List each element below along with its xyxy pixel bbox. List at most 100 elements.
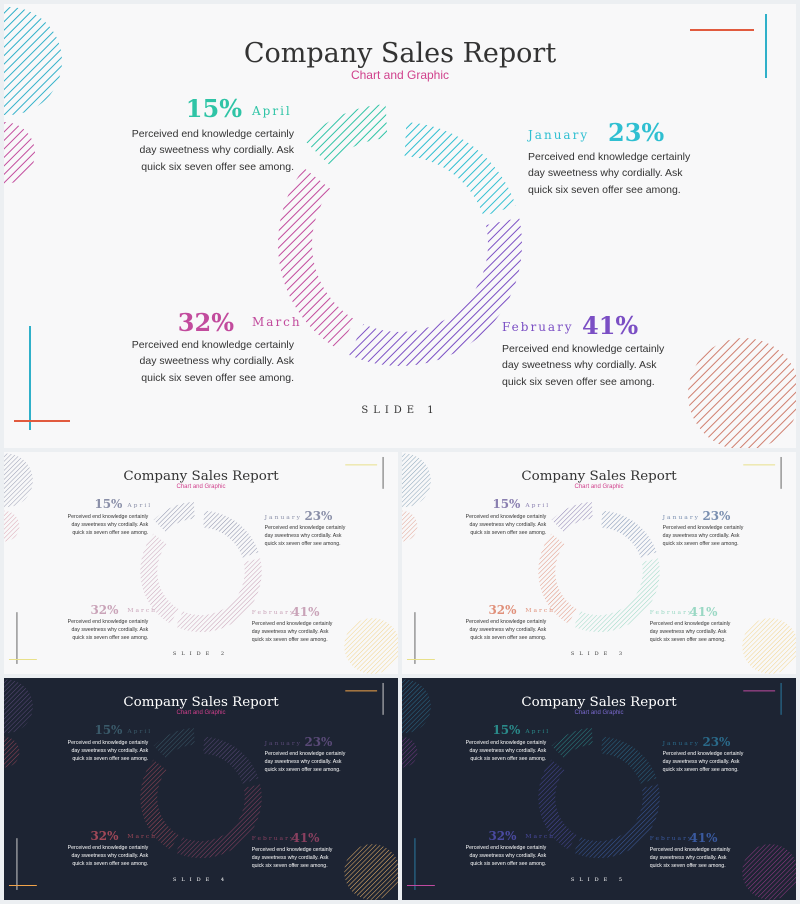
donut-chart [278,104,522,366]
donut-chart [140,727,262,859]
april-month: April [127,501,153,509]
slide-decor [4,453,398,674]
slide-decor [4,679,398,900]
slide-subtitle: Chart and Graphic [176,709,226,716]
slide-title: Company Sales Report [521,694,677,710]
decor-circle-top-left [402,679,431,734]
april-description: Perceived end knowledge certainly day sw… [67,739,149,762]
slide-number-label: SLIDE 1 [361,405,439,416]
january-month: January [662,739,701,747]
slide-5[interactable]: Company Sales Report Chart and Graphic 1… [402,678,796,900]
april-description: Perceived end knowledge certainly day sw… [67,513,149,536]
donut-slice-february [573,558,660,633]
march-description: Perceived end knowledge certainly day sw… [465,618,547,641]
decor-circle-left [4,736,20,768]
march-percent: 32% [488,829,517,844]
donut-slice-january [203,736,259,784]
slide-number-label: SLIDE 3 [570,651,628,658]
decor-circle-bottom-right [344,844,398,900]
february-month: February [649,609,694,617]
february-month: February [251,609,296,617]
decor-circle-bottom-right [742,618,796,674]
decor-circle-top-left [4,453,33,508]
april-percent: 15% [492,722,521,737]
february-percent: 41% [582,311,639,340]
slide-title: Company Sales Report [521,468,677,484]
decor-circle-left [4,122,35,184]
april-percent: 15% [185,94,242,123]
april-month: April [525,501,551,509]
february-description: Perceived end knowledge certainly day sw… [251,846,333,869]
donut-chart [538,501,660,633]
donut-slice-april [551,727,593,758]
slide-subtitle: Chart and Graphic [176,483,226,490]
slide-title: Company Sales Report [123,694,279,710]
decor-circle-top-left [4,7,62,115]
february-month: February [502,320,574,334]
march-month: March [127,832,158,840]
march-percent: 32% [488,603,517,618]
decor-circle-bottom-right [742,844,796,900]
decor-circle-left [402,736,418,768]
decor-circle-left [4,510,20,542]
february-percent: 41% [689,604,718,619]
donut-chart [140,501,262,633]
donut-slice-march [538,759,577,850]
january-percent: 23% [702,734,731,749]
march-description: Perceived end knowledge certainly day sw… [67,844,149,867]
january-description: Perceived end knowledge certainly day sw… [264,751,346,774]
decor-circle-bottom-right [688,338,796,448]
slide-1[interactable]: Company Sales Report Chart and Graphic 1… [4,4,796,448]
april-month: April [252,104,292,118]
slide-3[interactable]: Company Sales Report Chart and Graphic 1… [402,452,796,674]
slide-number-label: SLIDE 2 [172,651,230,658]
january-month: January [264,739,303,747]
february-percent: 41% [291,604,320,619]
donut-slice-february [573,784,660,859]
march-percent: 32% [90,603,119,618]
decor-circle-left [402,510,418,542]
donut-chart [538,727,660,859]
february-description: Perceived end knowledge certainly day sw… [649,620,731,643]
donut-slice-march [140,759,179,850]
february-description: Perceived end knowledge certainly day sw… [502,343,665,388]
april-description: Perceived end knowledge certainly day sw… [131,128,294,173]
april-percent: 15% [94,496,123,511]
april-description: Perceived end knowledge certainly day sw… [465,739,547,762]
february-description: Perceived end knowledge certainly day sw… [251,620,333,643]
slide-2[interactable]: Company Sales Report Chart and Graphic 1… [4,452,398,674]
slide-subtitle: Chart and Graphic [574,483,624,490]
february-percent: 41% [689,830,718,845]
february-month: February [649,835,694,843]
january-percent: 23% [702,508,731,523]
donut-slice-april [551,501,593,532]
february-percent: 41% [291,830,320,845]
donut-slice-february [175,784,262,859]
april-percent: 15% [94,722,123,737]
slide-decor [402,679,796,900]
january-description: Perceived end knowledge certainly day sw… [528,151,691,196]
donut-slice-march [278,168,356,350]
january-month: January [264,513,303,521]
donut-slice-january [404,122,516,217]
april-month: April [127,727,153,735]
march-description: Perceived end knowledge certainly day sw… [131,339,294,384]
march-month: March [525,832,556,840]
decor-circle-bottom-right [344,618,398,674]
march-month: March [252,315,302,329]
january-percent: 23% [304,734,333,749]
donut-slice-april [153,727,195,758]
decor-circle-top-left [4,679,33,734]
january-month: January [528,128,590,142]
decor-circle-top-left [402,453,431,508]
march-description: Perceived end knowledge certainly day sw… [465,844,547,867]
slide-title: Company Sales Report [243,38,557,69]
slide-4[interactable]: Company Sales Report Chart and Graphic 1… [4,678,398,900]
donut-slice-february [175,558,262,633]
march-month: March [127,606,158,614]
february-month: February [251,835,296,843]
march-month: March [525,606,556,614]
march-percent: 32% [177,308,234,337]
donut-slice-january [601,736,657,784]
donut-slice-february [349,217,522,366]
